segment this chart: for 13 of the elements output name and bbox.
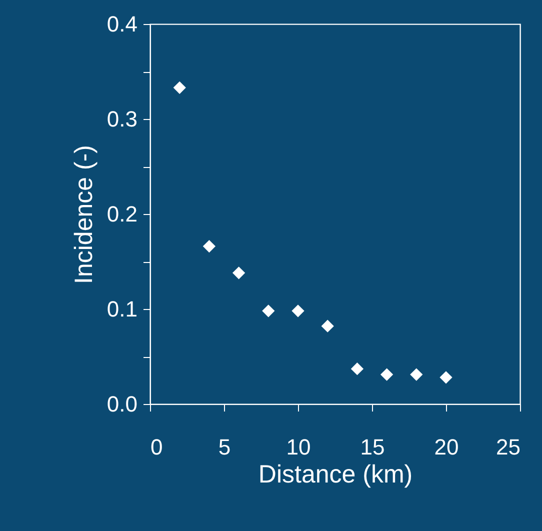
x-axis-title: Distance (km)	[258, 460, 413, 488]
x-tick-label: 20	[434, 434, 459, 460]
y-tick-label: 0.0	[106, 392, 138, 416]
y-tick-label: 0.4	[106, 12, 138, 36]
x-tick-label: 5	[218, 434, 231, 460]
x-tick-label: 10	[286, 434, 311, 460]
y-tick-label: 0.2	[106, 202, 138, 226]
y-tick-label: 0.3	[106, 106, 138, 132]
x-tick-label: 15	[360, 434, 385, 460]
y-axis-title: Incidence (-)	[70, 145, 98, 284]
x-tick-label: 0	[150, 434, 163, 460]
x-tick-label: 25	[496, 434, 520, 460]
y-tick-label: 0.1	[106, 296, 138, 322]
